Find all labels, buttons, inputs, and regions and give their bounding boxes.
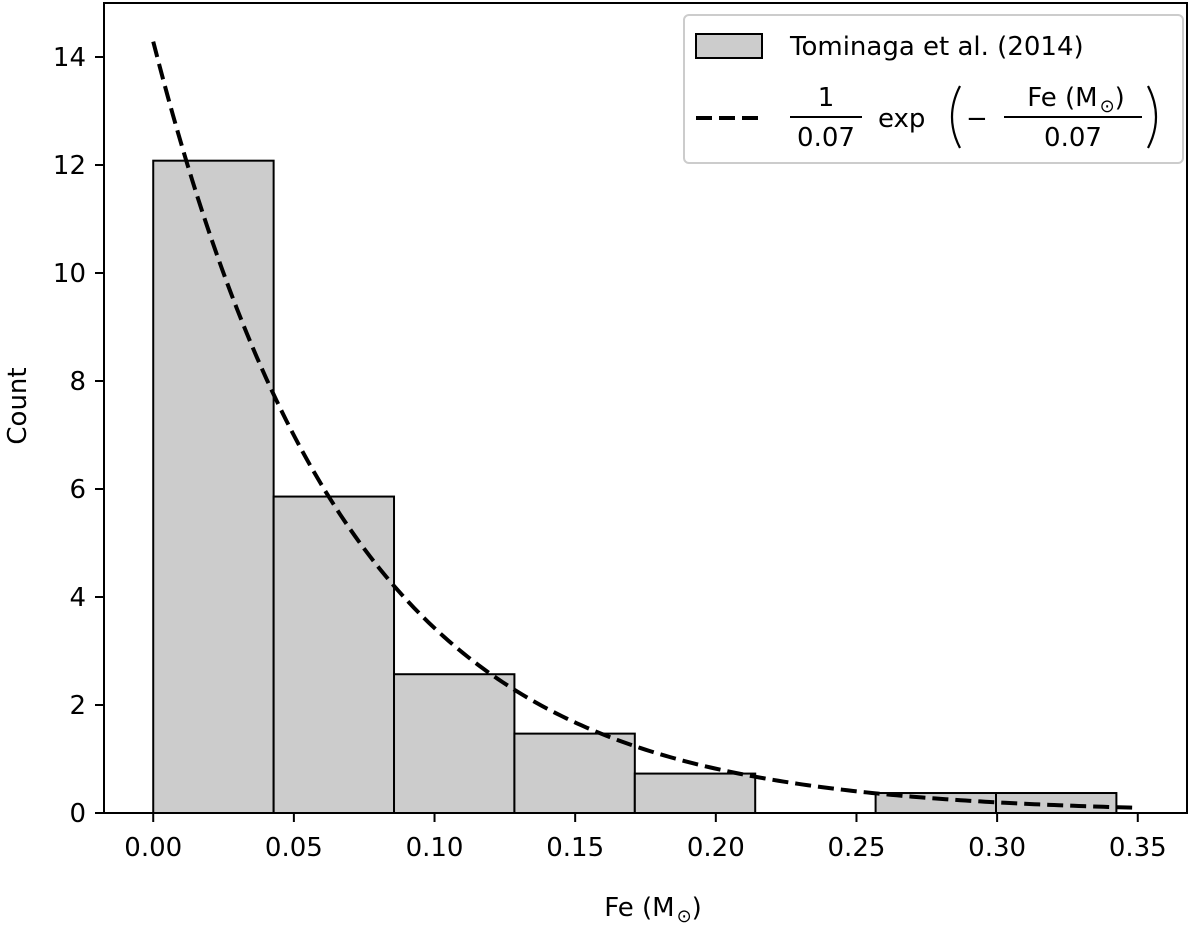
x-tick-label: 0.15 [546, 833, 604, 863]
x-tick-label: 0.35 [1109, 833, 1167, 863]
legend-paren-left [950, 85, 961, 149]
legend-frac-denominator: 0.07 [1044, 123, 1102, 153]
y-tick-label: 4 [69, 583, 86, 613]
y-tick-label: 2 [69, 691, 86, 721]
histogram-bars [152, 159, 1118, 815]
x-tick-label: 0.25 [828, 833, 886, 863]
legend-minus: − [966, 104, 988, 134]
x-axis-ticks: 0.00 0.05 0.10 0.15 0.20 0.25 0.30 0.35 [124, 813, 1167, 863]
legend-box [683, 14, 1184, 164]
x-axis-label-subscript: ⊙ [677, 906, 692, 927]
plot-frame [103, 2, 1188, 814]
y-tick-label: 8 [69, 367, 86, 397]
x-tick-label: 0.00 [124, 833, 182, 863]
legend-func: exp [878, 104, 925, 134]
legend-label-histogram: Tominaga et al. (2014) [789, 32, 1084, 62]
x-tick-label: 0.05 [265, 833, 323, 863]
y-axis-ticks: 0 2 4 6 8 10 12 14 [53, 43, 104, 829]
legend-frac-numerator: Fe (M ⊙) [1027, 83, 1125, 117]
exponential-fit-curve [151, 41, 1138, 810]
histogram-bar [272, 495, 396, 814]
legend-coef-denominator: 0.07 [797, 123, 855, 153]
legend-coef-numerator: 1 [818, 83, 835, 113]
legend-label-curve: 1 0.07 exp − Fe (M ⊙) 0.07 [790, 83, 1158, 153]
y-tick-label: 6 [69, 475, 86, 505]
y-tick-label: 10 [53, 259, 86, 289]
legend: Tominaga et al. (2014) 1 0.07 exp − Fe (… [683, 14, 1184, 164]
x-axis-label: Fe (M ⊙) [604, 893, 702, 927]
legend-paren-right [1147, 85, 1158, 149]
histogram-bar [152, 159, 275, 814]
x-tick-label: 0.10 [406, 833, 464, 863]
histogram-bar [393, 673, 516, 814]
y-tick-label: 14 [53, 43, 86, 73]
y-tick-label: 12 [53, 151, 86, 181]
histogram-bar [633, 772, 757, 815]
y-axis-label: Count [3, 367, 33, 444]
x-tick-label: 0.20 [687, 833, 745, 863]
legend-swatch-histogram [695, 33, 763, 59]
y-tick-label: 0 [69, 799, 86, 829]
x-tick-label: 0.30 [968, 833, 1026, 863]
histogram-bar [513, 732, 636, 814]
